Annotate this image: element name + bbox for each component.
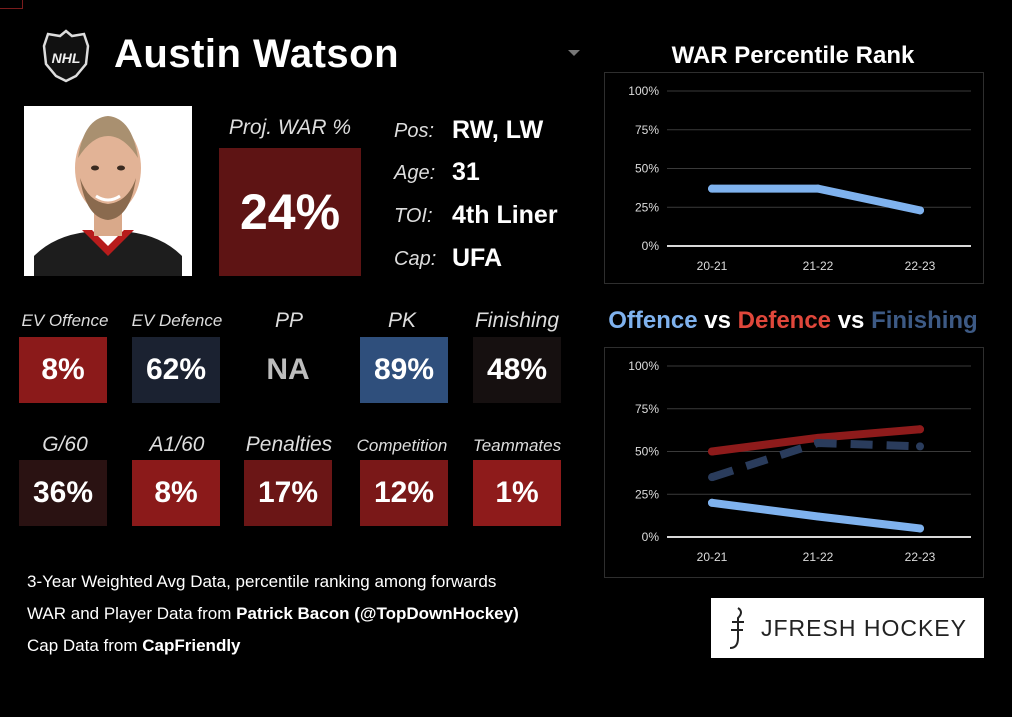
- chart2-xtick-label: 21-22: [803, 550, 834, 564]
- pp-label: PP: [274, 309, 303, 332]
- pk-label: PK: [387, 309, 416, 332]
- chart2-series-0-point: [814, 512, 822, 521]
- chart2-series-2-point: [708, 473, 716, 482]
- chart1-frame: 100% 75% 50% 25% 0% 20-21 21-22 22-23: [604, 72, 984, 284]
- chart2-series-0-point: [708, 498, 716, 507]
- pp-value: NA: [244, 337, 332, 403]
- teammates-value: 1%: [473, 460, 561, 526]
- svg-text:NHL: NHL: [52, 50, 81, 66]
- a160-value: 8%: [132, 460, 220, 526]
- brand-badge: JFRESH HOCKEY: [711, 598, 984, 658]
- cap-value: UFA: [452, 244, 502, 272]
- corner-mark: [0, 0, 23, 9]
- age-value: 31: [452, 158, 480, 186]
- ev-defence-label: EV Defence: [131, 311, 223, 330]
- jfresh-logo-icon: [729, 607, 744, 649]
- competition-value: 12%: [360, 460, 448, 526]
- footer-cap-source: Cap Data from CapFriendly: [27, 636, 241, 655]
- chart2-xtick-label: 22-23: [905, 550, 936, 564]
- chart1-xtick-label: 22-23: [905, 259, 936, 273]
- teammates-label: Teammates: [472, 436, 562, 455]
- footer-war-source: WAR and Player Data from Patrick Bacon (…: [27, 604, 519, 623]
- chart2-series-0-point: [916, 524, 924, 533]
- player-name: Austin Watson: [114, 32, 399, 76]
- g60-label: G/60: [42, 433, 88, 456]
- ev-offence-value: 8%: [19, 337, 107, 403]
- chart2-ytick-label: 75%: [635, 402, 659, 416]
- a160-label: A1/60: [149, 433, 205, 456]
- cap-label: Cap:: [394, 248, 437, 270]
- pos-label: Pos:: [394, 120, 435, 142]
- chart2-xtick-label: 20-21: [697, 550, 728, 564]
- chart1-series-0-point: [814, 184, 822, 193]
- proj-war-label: Proj. WAR %: [228, 116, 352, 139]
- chart1-title: WAR Percentile Rank: [671, 42, 915, 69]
- finishing-value: 48%: [473, 337, 561, 403]
- chart2-frame: 100% 75% 50% 25% 0% 20-21 21-22 22-23: [604, 347, 984, 578]
- chart2-ytick-label: 100%: [628, 359, 659, 373]
- toi-value: 4th Liner: [452, 201, 558, 229]
- chart1-plot: 100% 75% 50% 25% 0% 20-21 21-22 22-23: [628, 84, 971, 273]
- chart2-title: Offence vs Defence vs Finishing: [604, 307, 982, 335]
- brand-text: JFRESH HOCKEY: [761, 614, 967, 641]
- chart2-series-1-point: [708, 447, 716, 456]
- chart2-title-finishing: Finishing: [871, 307, 978, 334]
- chart2-series-2-point: [814, 438, 822, 447]
- chart1-ytick-label: 50%: [635, 162, 659, 176]
- chart2-ytick-label: 0%: [642, 530, 660, 544]
- finishing-label: Finishing: [474, 309, 560, 332]
- player-headshot: [24, 106, 192, 276]
- chart1-series-0-point: [708, 184, 716, 193]
- pos-value: RW, LW: [452, 116, 544, 144]
- chart2-ytick-label: 25%: [635, 487, 659, 501]
- chart2-title-vs1: vs: [697, 307, 738, 334]
- toi-label: TOI:: [394, 205, 433, 227]
- chart2-ytick-label: 50%: [635, 445, 659, 459]
- competition-label: Competition: [356, 436, 448, 455]
- chart1-xtick-label: 20-21: [697, 259, 728, 273]
- g60-value: 36%: [19, 460, 107, 526]
- proj-war-value: 24%: [219, 148, 361, 276]
- nhl-shield-icon: NHL: [42, 29, 90, 83]
- ev-defence-value: 62%: [132, 337, 220, 403]
- footer-note: 3-Year Weighted Avg Data, percentile ran…: [27, 572, 497, 591]
- chevron-down-icon[interactable]: [568, 50, 580, 56]
- chart2-plot: 100% 75% 50% 25% 0% 20-21 21-22 22-23: [628, 359, 971, 564]
- chart2-title-vs2: vs: [831, 307, 872, 334]
- chart1-series-0-point: [916, 206, 924, 215]
- age-label: Age:: [394, 162, 436, 184]
- chart2-series-1-point: [916, 425, 924, 434]
- chart1-ytick-label: 75%: [635, 123, 659, 137]
- chart1-xtick-label: 21-22: [803, 259, 834, 273]
- penalties-value: 17%: [244, 460, 332, 526]
- chart1-ytick-label: 100%: [628, 84, 659, 98]
- penalties-label: Penalties: [245, 433, 333, 456]
- ev-offence-label: EV Offence: [21, 311, 109, 330]
- chart1-ytick-label: 0%: [642, 239, 660, 253]
- chart2-series-2-point: [916, 442, 924, 451]
- chart2-title-offence: Offence: [608, 307, 698, 334]
- pk-value: 89%: [360, 337, 448, 403]
- chart1-ytick-label: 25%: [635, 200, 659, 214]
- chart2-title-defence: Defence: [737, 307, 832, 334]
